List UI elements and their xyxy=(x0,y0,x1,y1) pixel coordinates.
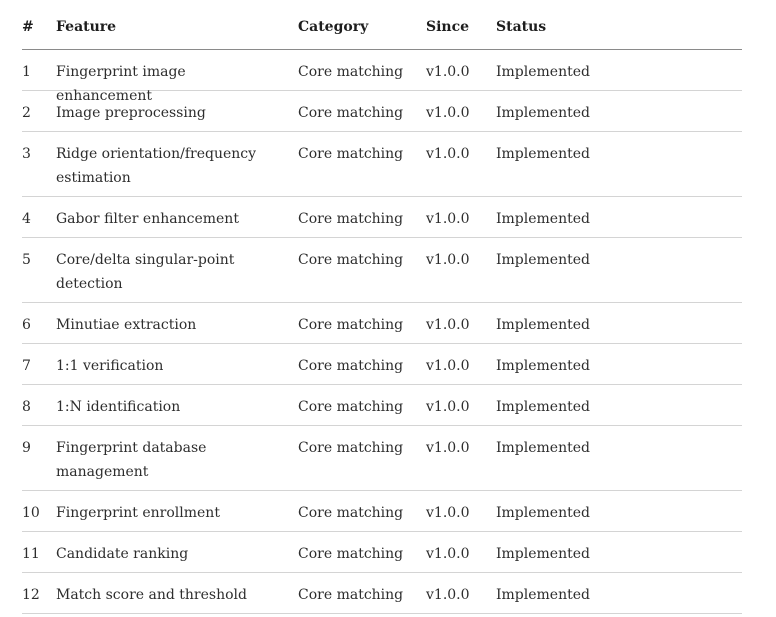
since-cell: v1.0.0 xyxy=(426,358,470,374)
feature-cell: 1:N identification xyxy=(56,399,181,415)
status-cell: Implemented xyxy=(496,105,590,121)
status-cell: Implemented xyxy=(496,546,590,562)
row-number: 7 xyxy=(22,358,31,374)
status-cell: Implemented xyxy=(496,587,590,603)
table-row: 12 Match score and threshold Core matchi… xyxy=(22,573,742,614)
table-header: # Feature Category Since Status xyxy=(22,0,742,50)
category-cell: Core matching xyxy=(298,146,404,162)
category-cell: Core matching xyxy=(298,546,404,562)
table-row: 2 Image preprocessing Core matching v1.0… xyxy=(22,91,742,132)
feature-cell: Minutiae extraction xyxy=(56,317,197,333)
header-status: Status xyxy=(496,19,547,35)
feature-cell: Fingerprint image enhancement xyxy=(56,64,186,104)
since-cell: v1.0.0 xyxy=(426,317,470,333)
row-number: 10 xyxy=(22,505,40,521)
since-cell: v1.0.0 xyxy=(426,252,470,268)
since-cell: v1.0.0 xyxy=(426,399,470,415)
feature-cell: Candidate ranking xyxy=(56,546,189,562)
row-number: 8 xyxy=(22,399,31,415)
header-number: # xyxy=(22,19,34,35)
features-table: # Feature Category Since Status 1 Finger… xyxy=(22,0,742,614)
row-number: 12 xyxy=(22,587,40,603)
row-number: 6 xyxy=(22,317,31,333)
status-cell: Implemented xyxy=(496,252,590,268)
since-cell: v1.0.0 xyxy=(426,587,470,603)
category-cell: Core matching xyxy=(298,587,404,603)
category-cell: Core matching xyxy=(298,105,404,121)
status-cell: Implemented xyxy=(496,317,590,333)
feature-cell: 1:1 verification xyxy=(56,358,164,374)
category-cell: Core matching xyxy=(298,505,404,521)
category-cell: Core matching xyxy=(298,399,404,415)
row-number: 3 xyxy=(22,146,31,162)
header-since: Since xyxy=(426,19,470,35)
table-row: 4 Gabor filter enhancement Core matching… xyxy=(22,197,742,238)
row-number: 2 xyxy=(22,105,31,121)
category-cell: Core matching xyxy=(298,440,404,456)
feature-cell: Ridge orientation/frequency estimation xyxy=(56,146,257,186)
since-cell: v1.0.0 xyxy=(426,505,470,521)
since-cell: v1.0.0 xyxy=(426,146,470,162)
table-row: 10 Fingerprint enrollment Core matching … xyxy=(22,491,742,532)
status-cell: Implemented xyxy=(496,211,590,227)
header-category: Category xyxy=(298,19,369,35)
table-row: 11 Candidate ranking Core matching v1.0.… xyxy=(22,532,742,573)
row-number: 1 xyxy=(22,64,31,80)
category-cell: Core matching xyxy=(298,64,404,80)
since-cell: v1.0.0 xyxy=(426,64,470,80)
feature-cell: Match score and threshold xyxy=(56,587,247,603)
category-cell: Core matching xyxy=(298,317,404,333)
status-cell: Implemented xyxy=(496,146,590,162)
status-cell: Implemented xyxy=(496,399,590,415)
status-cell: Implemented xyxy=(496,505,590,521)
status-cell: Implemented xyxy=(496,64,590,80)
feature-cell: Fingerprint enrollment xyxy=(56,505,220,521)
row-number: 11 xyxy=(22,546,40,562)
since-cell: v1.0.0 xyxy=(426,440,470,456)
row-number: 5 xyxy=(22,252,31,268)
table-row: 3 Ridge orientation/frequency estimation… xyxy=(22,132,742,197)
category-cell: Core matching xyxy=(298,211,404,227)
table-row: 7 1:1 verification Core matching v1.0.0 … xyxy=(22,344,742,385)
since-cell: v1.0.0 xyxy=(426,105,470,121)
table-row: 1 Fingerprint image enhancement Core mat… xyxy=(22,50,742,104)
since-cell: v1.0.0 xyxy=(426,546,470,562)
table-row: 6 Minutiae extraction Core matching v1.0… xyxy=(22,303,742,344)
feature-cell: Core/delta singular-point detection xyxy=(56,252,235,292)
status-cell: Implemented xyxy=(496,440,590,456)
feature-cell: Image preprocessing xyxy=(56,105,206,121)
table-row: 5 Core/delta singular-point detection Co… xyxy=(22,238,742,303)
row-number: 4 xyxy=(22,211,31,227)
since-cell: v1.0.0 xyxy=(426,211,470,227)
feature-cell: Gabor filter enhancement xyxy=(56,211,239,227)
feature-cell: Fingerprint database management xyxy=(56,440,207,480)
category-cell: Core matching xyxy=(298,358,404,374)
header-feature: Feature xyxy=(56,19,117,35)
row-number: 9 xyxy=(22,440,31,456)
table-row: 8 1:N identification Core matching v1.0.… xyxy=(22,385,742,426)
status-cell: Implemented xyxy=(496,358,590,374)
table-row: 9 Fingerprint database management Core m… xyxy=(22,426,742,491)
category-cell: Core matching xyxy=(298,252,404,268)
